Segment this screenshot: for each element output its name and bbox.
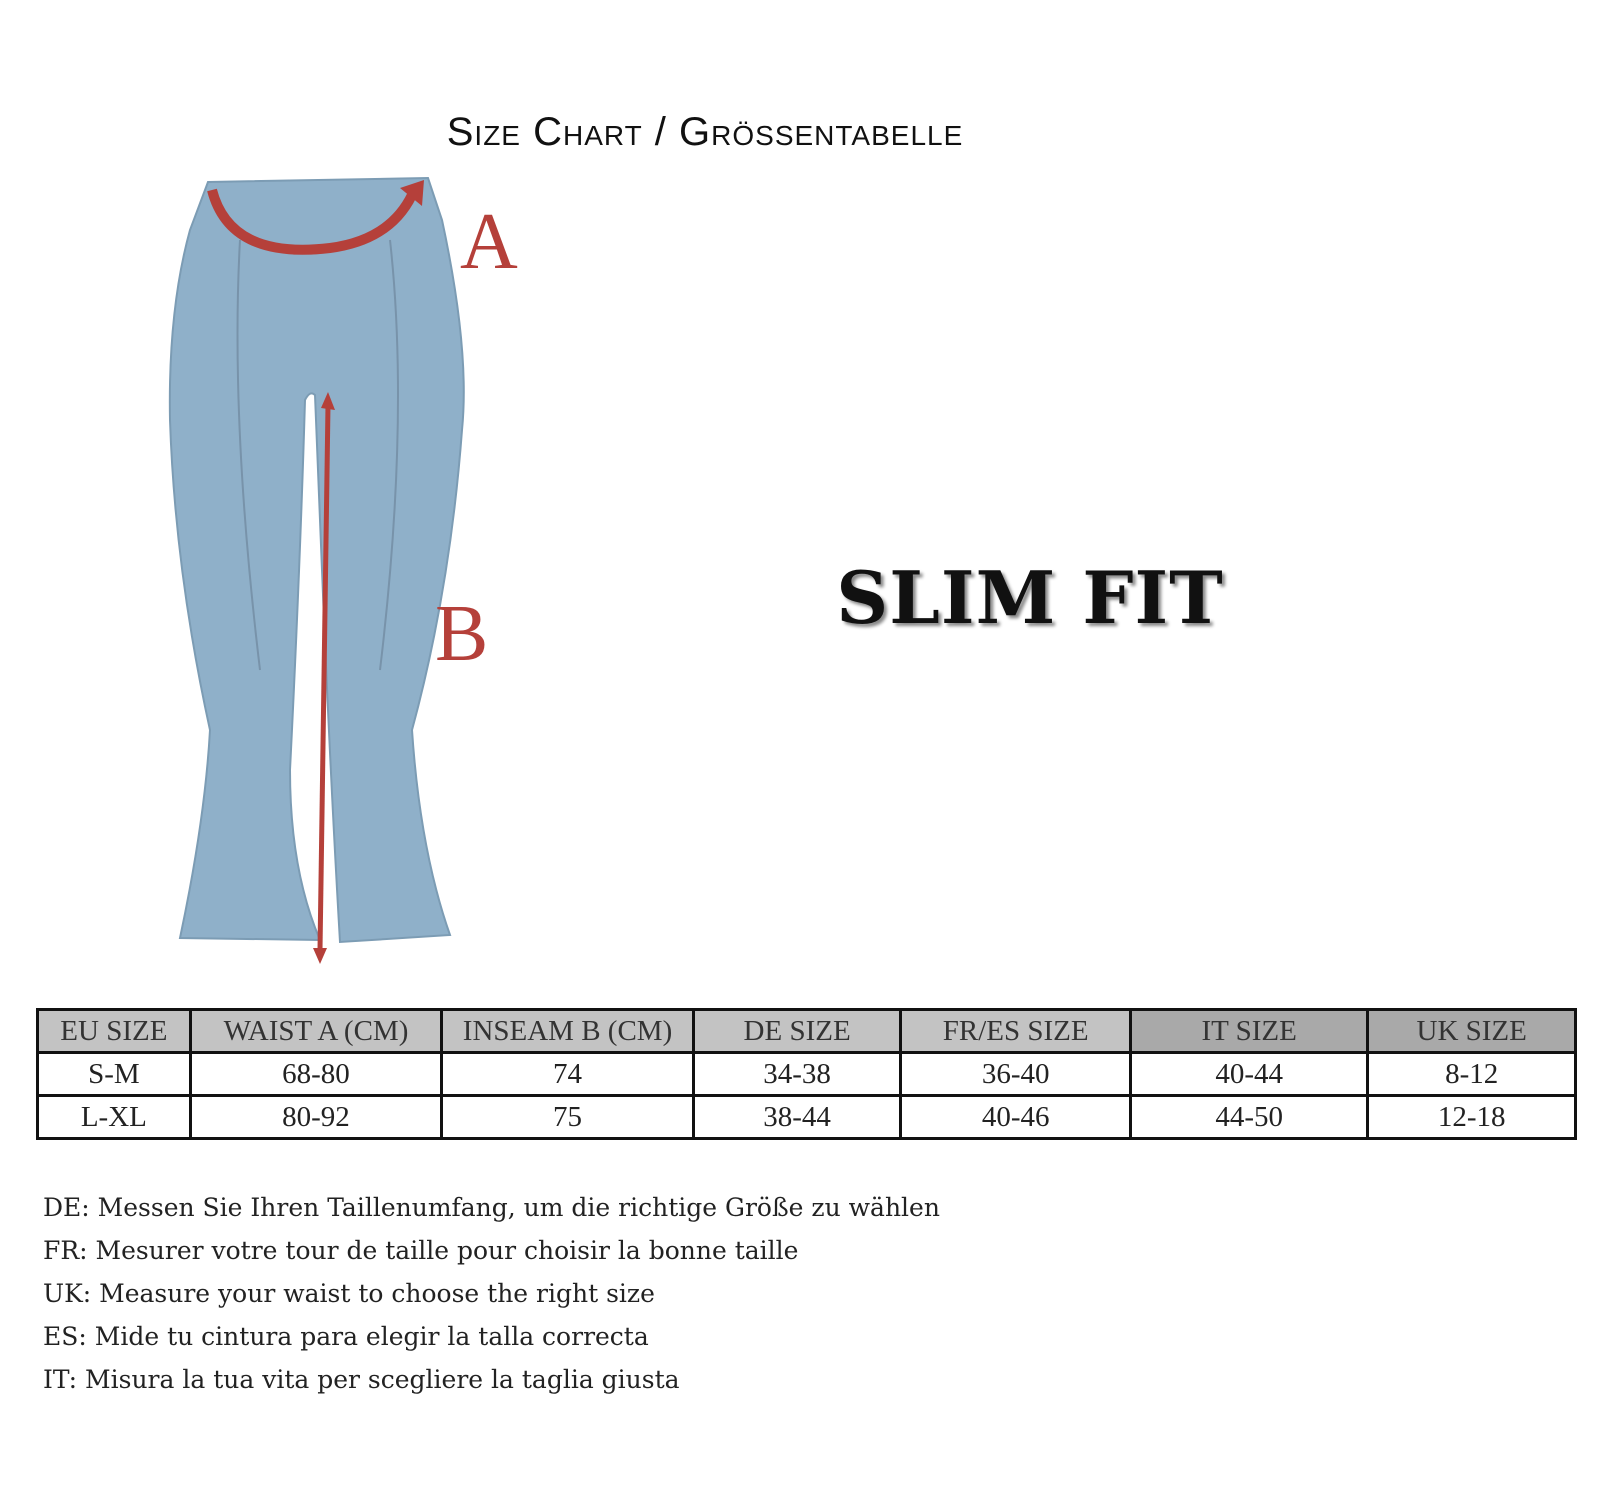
inseam-arrowhead-top-icon xyxy=(321,392,335,410)
note-fr: FR: Mesurer votre tour de taille pour ch… xyxy=(43,1236,799,1265)
header-eu-size: EU SIZE xyxy=(36,1008,192,1054)
inseam-arrowhead-bottom-icon xyxy=(313,948,327,964)
note-es: ES: Mide tu cintura para elegir la talla… xyxy=(43,1322,649,1351)
header-it-size: IT SIZE xyxy=(1128,1008,1370,1054)
page-title: Size Chart / Grössentabelle xyxy=(446,110,964,154)
header-fr-es-size: FR/ES SIZE xyxy=(899,1008,1132,1054)
size-table: EU SIZE WAIST A (CM) INSEAM B (CM) DE SI… xyxy=(36,1008,1577,1140)
waist-arrowhead-icon xyxy=(400,180,424,206)
cell: L-XL xyxy=(36,1094,192,1140)
cell: 40-46 xyxy=(899,1094,1132,1140)
pants-diagram: A B xyxy=(168,176,518,964)
cell: 12-18 xyxy=(1366,1094,1577,1140)
measurement-notes: DE: Messen Sie Ihren Taillenumfang, um d… xyxy=(43,1186,940,1401)
cell: 38-44 xyxy=(691,1094,903,1140)
cell: 68-80 xyxy=(188,1051,444,1097)
note-it: IT: Misura la tua vita per scegliere la … xyxy=(43,1365,680,1394)
inseam-arrow-b xyxy=(317,404,331,951)
cell: 80-92 xyxy=(188,1094,444,1140)
note-de: DE: Messen Sie Ihren Taillenumfang, um d… xyxy=(43,1193,940,1222)
waist-arrow-a xyxy=(207,188,417,255)
table-header-row: EU SIZE WAIST A (CM) INSEAM B (CM) DE SI… xyxy=(36,1008,1577,1054)
cell: 34-38 xyxy=(691,1051,903,1097)
table-row: L-XL 80-92 75 38-44 40-46 44-50 12-18 xyxy=(36,1094,1577,1140)
cell: 40-44 xyxy=(1128,1051,1370,1097)
cell: 36-40 xyxy=(899,1051,1132,1097)
cell: 75 xyxy=(440,1094,695,1140)
cell: 74 xyxy=(440,1051,695,1097)
table-row: S-M 68-80 74 34-38 36-40 40-44 8-12 xyxy=(36,1051,1577,1097)
cell: 8-12 xyxy=(1366,1051,1577,1097)
cell: 44-50 xyxy=(1128,1094,1370,1140)
label-b: B xyxy=(435,590,488,678)
header-de-size: DE SIZE xyxy=(691,1008,903,1054)
fit-label: SLIM FIT xyxy=(836,555,1224,640)
header-uk-size: UK SIZE xyxy=(1366,1008,1577,1054)
cell: S-M xyxy=(36,1051,192,1097)
label-a: A xyxy=(460,198,518,286)
note-uk: UK: Measure your waist to choose the rig… xyxy=(43,1279,655,1308)
header-inseam: INSEAM B (CM) xyxy=(440,1008,695,1054)
header-waist: WAIST A (CM) xyxy=(188,1008,444,1054)
pants-illustration xyxy=(168,176,465,944)
